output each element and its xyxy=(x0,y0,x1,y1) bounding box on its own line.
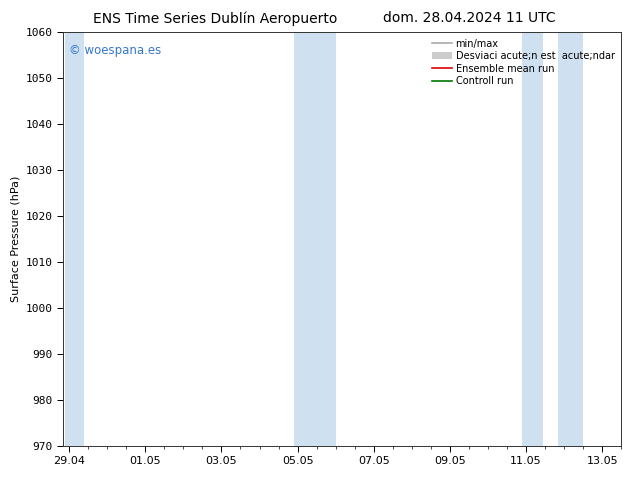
Text: © woespana.es: © woespana.es xyxy=(69,44,161,57)
Bar xyxy=(522,32,543,446)
Text: dom. 28.04.2024 11 UTC: dom. 28.04.2024 11 UTC xyxy=(383,11,555,25)
Bar xyxy=(65,32,84,446)
Legend: min/max, Desviaci acute;n est  acute;ndar, Ensemble mean run, Controll run: min/max, Desviaci acute;n est acute;ndar… xyxy=(430,37,616,88)
Bar xyxy=(294,32,335,446)
Bar xyxy=(559,32,583,446)
Y-axis label: Surface Pressure (hPa): Surface Pressure (hPa) xyxy=(10,176,20,302)
Text: ENS Time Series Dublín Aeropuerto: ENS Time Series Dublín Aeropuerto xyxy=(93,11,338,26)
